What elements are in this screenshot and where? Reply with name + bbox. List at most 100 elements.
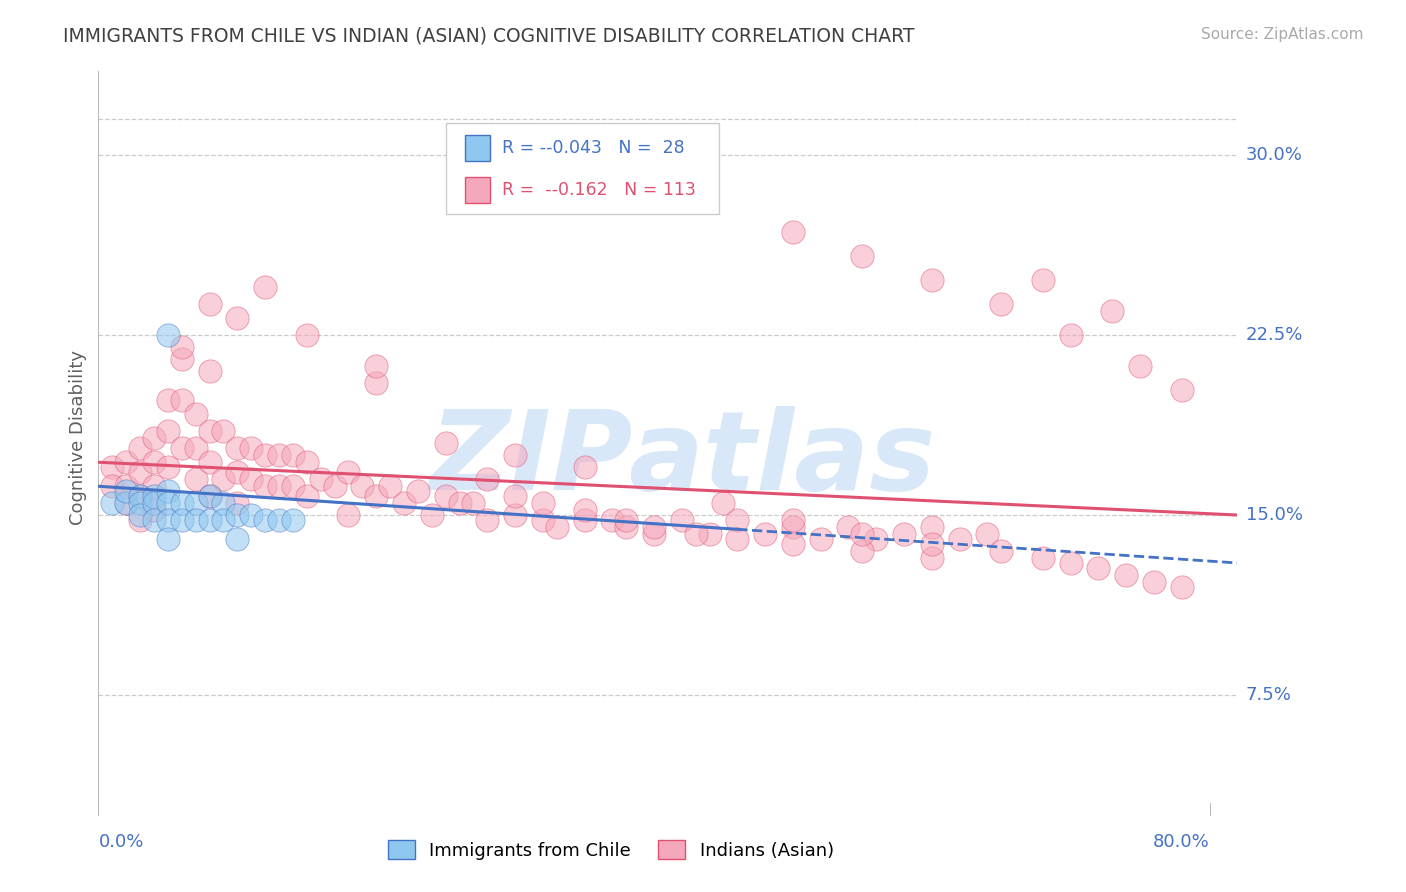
Point — [226, 465, 249, 479]
Point — [366, 489, 388, 503]
Point — [337, 465, 360, 479]
Point — [129, 465, 152, 479]
Point — [198, 364, 221, 378]
Point — [531, 513, 554, 527]
Text: 30.0%: 30.0% — [1246, 146, 1302, 164]
Point — [574, 513, 596, 527]
Point — [115, 496, 138, 510]
Point — [170, 513, 193, 527]
Point — [267, 513, 290, 527]
Point — [212, 472, 235, 486]
Point — [129, 441, 152, 455]
Point — [129, 489, 152, 503]
Point — [643, 520, 665, 534]
Point — [434, 489, 457, 503]
Text: 0.0%: 0.0% — [98, 833, 143, 851]
Point — [865, 532, 887, 546]
Point — [671, 513, 693, 527]
Point — [921, 537, 943, 551]
Point — [782, 225, 804, 239]
Point — [1101, 304, 1123, 318]
Point — [463, 496, 485, 510]
Point — [531, 496, 554, 510]
Text: Source: ZipAtlas.com: Source: ZipAtlas.com — [1201, 27, 1364, 42]
Point — [198, 297, 221, 311]
Point — [1059, 328, 1081, 343]
Point — [184, 513, 207, 527]
Point — [990, 297, 1012, 311]
Point — [143, 455, 166, 469]
Point — [115, 496, 138, 510]
Point — [990, 544, 1012, 558]
Point — [115, 455, 138, 469]
Point — [184, 496, 207, 510]
Point — [1087, 561, 1109, 575]
Point — [851, 527, 873, 541]
Point — [837, 520, 859, 534]
Point — [226, 532, 249, 546]
Point — [254, 479, 277, 493]
Point — [198, 489, 221, 503]
Point — [184, 407, 207, 421]
Point — [976, 527, 998, 541]
Point — [129, 496, 152, 510]
Point — [170, 441, 193, 455]
Point — [156, 460, 179, 475]
Point — [406, 483, 429, 498]
Point — [267, 479, 290, 493]
Point — [212, 424, 235, 438]
Point — [1115, 568, 1137, 582]
Point — [295, 455, 318, 469]
Point — [170, 352, 193, 367]
Point — [699, 527, 721, 541]
Point — [156, 392, 179, 407]
Point — [851, 249, 873, 263]
Point — [921, 551, 943, 566]
Text: 15.0%: 15.0% — [1246, 506, 1302, 524]
Point — [782, 537, 804, 551]
Point — [1170, 384, 1192, 398]
Point — [281, 479, 304, 493]
Point — [143, 489, 166, 503]
Point — [212, 496, 235, 510]
Text: R =  --0.162   N = 113: R = --0.162 N = 113 — [502, 181, 696, 199]
Point — [1143, 575, 1166, 590]
Point — [851, 544, 873, 558]
Point — [156, 424, 179, 438]
Point — [725, 513, 748, 527]
Point — [1129, 359, 1152, 374]
Point — [143, 496, 166, 510]
Point — [643, 527, 665, 541]
Point — [156, 513, 179, 527]
Point — [115, 483, 138, 498]
Point — [267, 448, 290, 462]
Point — [392, 496, 415, 510]
Point — [226, 441, 249, 455]
Point — [198, 455, 221, 469]
Y-axis label: Cognitive Disability: Cognitive Disability — [69, 350, 87, 524]
Point — [281, 513, 304, 527]
Point — [420, 508, 443, 522]
Bar — [465, 178, 491, 203]
Point — [226, 311, 249, 326]
Point — [240, 472, 263, 486]
Point — [226, 508, 249, 522]
Point — [574, 460, 596, 475]
Bar — [465, 135, 491, 161]
Point — [782, 520, 804, 534]
Point — [101, 496, 124, 510]
Legend: Immigrants from Chile, Indians (Asian): Immigrants from Chile, Indians (Asian) — [381, 833, 841, 867]
Point — [170, 392, 193, 407]
Text: 22.5%: 22.5% — [1246, 326, 1303, 344]
Point — [352, 479, 374, 493]
Point — [254, 280, 277, 294]
Point — [295, 489, 318, 503]
Point — [101, 460, 124, 475]
Point — [434, 436, 457, 450]
Point — [782, 513, 804, 527]
Text: atlas: atlas — [628, 406, 935, 513]
Point — [129, 489, 152, 503]
Point — [893, 527, 915, 541]
Point — [948, 532, 970, 546]
Point — [725, 532, 748, 546]
